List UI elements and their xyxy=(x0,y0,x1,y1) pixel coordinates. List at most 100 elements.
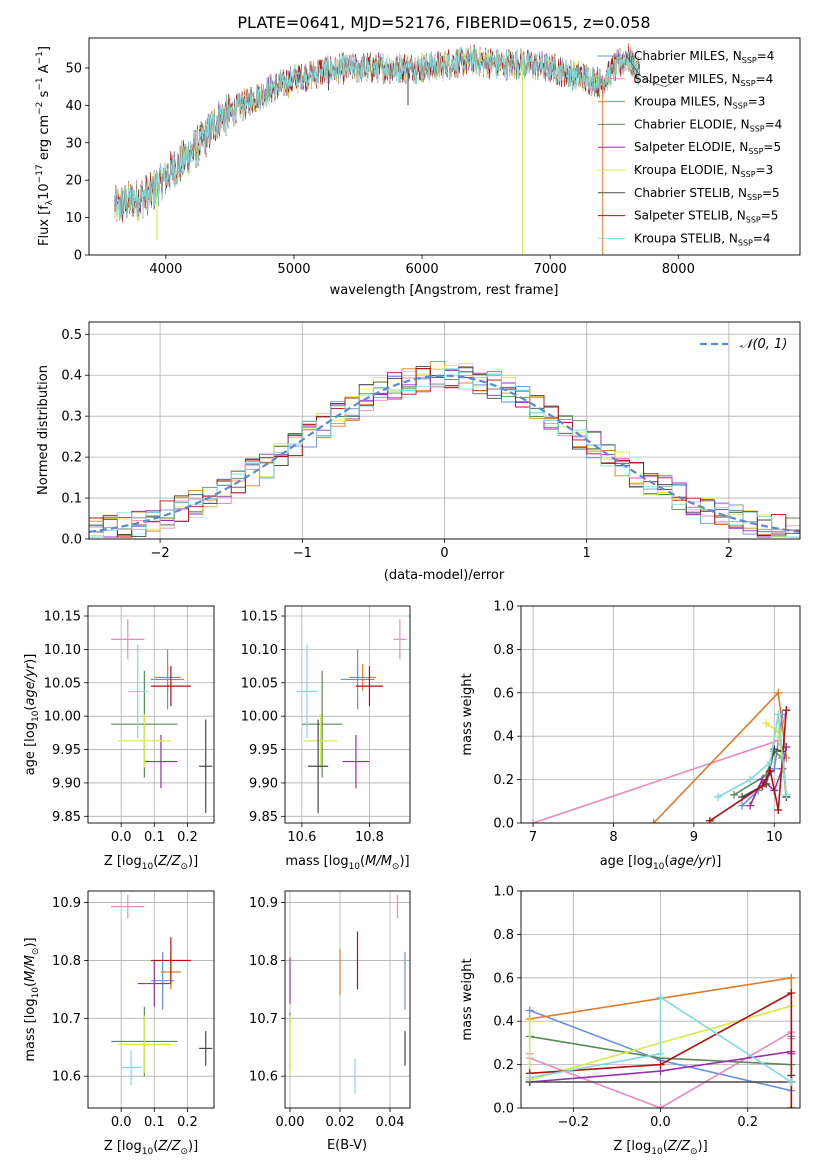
label-part: Z/Z xyxy=(157,854,181,869)
y-tick-label: 0.6 xyxy=(493,686,514,701)
label-part: Z [log xyxy=(613,1139,651,1154)
y-tick-label: 0.4 xyxy=(61,369,82,384)
legend-text: =4 xyxy=(757,49,775,63)
y-tick-label: 40 xyxy=(65,99,82,114)
label-part: )] xyxy=(188,854,198,869)
y-tick-label: 0.8 xyxy=(493,643,514,658)
label-part: )] xyxy=(23,654,38,664)
normal-reference-curve xyxy=(89,374,800,533)
label-part: age [log xyxy=(23,722,38,775)
legend-text: SSP xyxy=(747,193,762,202)
plot-area-spectrum xyxy=(114,42,679,255)
x-tick-label: 6000 xyxy=(406,262,439,277)
legend-label: Chabrier STELIB, NSSP=5 xyxy=(634,186,780,202)
axes-frame xyxy=(88,321,801,540)
weight-marker xyxy=(713,792,722,801)
weight-marker xyxy=(649,819,658,823)
panel-age_vs_mass: 10.6 10.8 9.85 9.90 9.95 10.00 10.05 10.10 10.15… xyxy=(241,605,411,872)
weight-marker xyxy=(758,782,767,791)
legend-text: SSP xyxy=(733,102,748,111)
x-tick-label: 0.0 xyxy=(111,830,132,845)
label-part: )] xyxy=(711,854,721,869)
legend-text: SSP xyxy=(741,79,756,88)
label-part: ( xyxy=(664,854,669,869)
label-part: ( xyxy=(23,982,38,987)
y-axis-label: mass [log10(M/M⊙)] xyxy=(23,937,41,1061)
legend-label: 𝒩(0, 1) xyxy=(740,337,787,352)
weight-line xyxy=(529,991,793,1108)
weight-marker xyxy=(770,764,779,773)
legend-text: Kroupa ELODIE, N xyxy=(634,163,741,177)
x-axis-label: Z [log10(Z/Z⊙)] xyxy=(104,854,198,872)
legend-text: SSP xyxy=(750,124,765,133)
weight-marker xyxy=(774,710,783,719)
y-tick-label: 10.05 xyxy=(44,676,81,691)
weight-marker xyxy=(774,688,783,697)
y-axis-label: Normed distribution xyxy=(36,365,51,495)
x-tick-label: 0.0 xyxy=(650,1115,671,1130)
y-tick-label: 10.6 xyxy=(249,1070,278,1085)
x-tick-label: 4000 xyxy=(149,262,182,277)
legend-text: Kroupa STELIB, N xyxy=(634,231,738,245)
y-tick-label: 0.2 xyxy=(493,1058,514,1073)
plot-area-residuals xyxy=(89,361,800,538)
label-part: Flux [f xyxy=(37,205,52,246)
y-tick-label: 20 xyxy=(65,174,82,189)
legend-label: Chabrier ELODIE, NSSP=4 xyxy=(634,117,782,133)
y-tick-label: 0.0 xyxy=(493,817,514,832)
legend-text: SSP xyxy=(742,56,757,65)
y-tick-label: 0.4 xyxy=(493,730,514,745)
label-part: )] xyxy=(698,1139,708,1154)
x-tick-label: 0.2 xyxy=(177,1115,198,1130)
y-tick-label: 9.90 xyxy=(249,776,278,791)
label-part: ( xyxy=(153,854,158,869)
label-part: 10 xyxy=(651,1147,663,1157)
spectrum-line xyxy=(114,46,640,220)
label-part: 10 xyxy=(653,862,665,872)
legend-label: Kroupa MILES, NSSP=3 xyxy=(634,95,765,111)
x-tick-label: 0.2 xyxy=(737,1115,758,1130)
legend-text: =5 xyxy=(762,186,780,200)
legend-text: SSP xyxy=(738,238,753,247)
label-part: −1 xyxy=(35,77,45,90)
y-axis-label: age [log10(age/yr)] xyxy=(23,654,41,776)
y-tick-label: 0.5 xyxy=(61,328,82,343)
plot-area-mass_vs_Z xyxy=(111,895,213,1085)
y-tick-label: 30 xyxy=(65,136,82,151)
legend-text: =4 xyxy=(756,72,774,86)
x-tick-label: 0.1 xyxy=(144,830,165,845)
panel-age_vs_Z: 0.0 0.1 0.2 9.85 9.90 9.95 10.00 10.05 10.10 10.1… xyxy=(23,605,215,872)
y-tick-label: 9.95 xyxy=(249,743,278,758)
x-tick-label: 8000 xyxy=(662,262,695,277)
y-tick-label: 10.10 xyxy=(44,643,81,658)
x-tick-label: 2 xyxy=(725,546,733,561)
plot-layer: 4000 5000 6000 7000 800001020304050Chabrier … xyxy=(23,37,801,1157)
label-part: ⊙ xyxy=(180,1147,188,1157)
weight-marker xyxy=(656,1060,665,1069)
axes-frame xyxy=(87,605,215,824)
legend-text: =3 xyxy=(748,95,766,109)
x-axis-label: wavelength [Angstrom, rest frame] xyxy=(330,283,559,298)
y-tick-label: 10.15 xyxy=(44,610,81,625)
x-axis-label: age [log10(age/yr)] xyxy=(600,854,722,872)
label-part: ⊙ xyxy=(690,1147,698,1157)
x-tick-label: 0.2 xyxy=(177,830,198,845)
label-part: age [log xyxy=(600,854,653,869)
label-part: mass [log xyxy=(23,998,38,1061)
label-part: mass weight xyxy=(460,958,475,1040)
label-part: age/yr xyxy=(669,854,712,869)
weight-marker xyxy=(782,706,791,715)
x-tick-label: 10.6 xyxy=(287,830,316,845)
label-part: Z/Z xyxy=(157,1139,181,1154)
weight-marker xyxy=(774,805,783,814)
axes-frame xyxy=(520,890,801,1109)
y-tick-label: 0.4 xyxy=(493,1015,514,1030)
label-part: M/M xyxy=(365,854,392,869)
panel-weight_vs_Z: −0.2 0.0 0.2 0.0 0.2 0.4 0.6 0.8 1.0 Z [log10(Z/Z… xyxy=(460,885,801,1157)
y-tick-label: 10.8 xyxy=(52,954,81,969)
weight-marker xyxy=(529,819,538,823)
y-tick-label: 10.00 xyxy=(44,710,81,725)
label-part: )] xyxy=(23,937,38,947)
x-tick-label: 0.02 xyxy=(326,1115,355,1130)
y-tick-label: 10.9 xyxy=(249,896,278,911)
